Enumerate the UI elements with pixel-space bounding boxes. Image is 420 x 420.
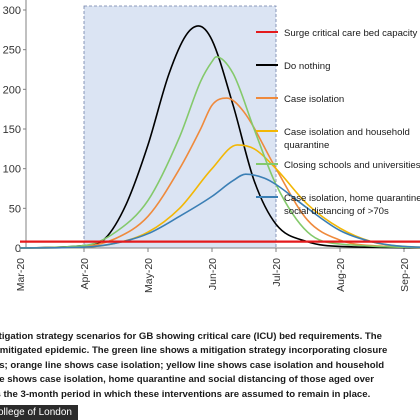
- icu-demand-chart: 300 250 200 150 100 50 0 Mar-20 Apr-20 May-20 Jun-…: [3, 0, 420, 293]
- intervention-period-shading: [83, 5, 277, 249]
- figure-caption: Mitigation strategy scenarios for GB sho…: [0, 330, 420, 402]
- y-tick-label: 200: [3, 84, 21, 96]
- y-tick-label: 100: [3, 164, 21, 176]
- x-tick-label: Sep-20: [399, 258, 411, 292]
- y-tick-label: 250: [3, 45, 21, 57]
- y-tick-label: 150: [3, 124, 21, 136]
- legend-label: Closing schools and universities: [284, 160, 420, 171]
- caption-line-2: unmitigated epidemic. The green line sho…: [0, 345, 388, 357]
- x-tick-label: Mar-20: [15, 258, 27, 291]
- school-closure-line: [19, 56, 420, 249]
- legend-label: quarantine: [284, 140, 329, 151]
- image-credit: ollege of London: [0, 405, 78, 420]
- x-tick-label: Aug-20: [335, 258, 347, 292]
- legend-label: social distancing of >70s: [284, 206, 389, 217]
- case-isolation-line: [19, 97, 420, 249]
- caption-line-3: ties; orange line shows case isolation; …: [0, 359, 385, 371]
- legend-label: Do nothing: [284, 61, 330, 72]
- x-tick-label: Jul-20: [271, 258, 283, 287]
- y-tick-label: 50: [9, 203, 21, 215]
- y-tick-label: 300: [3, 5, 21, 17]
- legend-label: Surge critical care bed capacity: [284, 28, 418, 39]
- y-tick-label: 0: [15, 243, 21, 255]
- legend-label: Case isolation and household: [284, 127, 410, 138]
- caption-line-1: Mitigation strategy scenarios for GB sho…: [0, 331, 382, 342]
- caption-line-5: ws the 3-month period in which these int…: [0, 388, 371, 400]
- x-tick-label: May-20: [143, 258, 155, 293]
- caption-line-4: line shows case isolation, home quaranti…: [0, 374, 374, 386]
- x-tick-label: Jun-20: [207, 258, 219, 290]
- x-tick-label: Apr-20: [79, 258, 91, 290]
- legend-label: Case isolation, home quarantine,: [284, 193, 420, 204]
- legend-label: Case isolation: [284, 94, 344, 105]
